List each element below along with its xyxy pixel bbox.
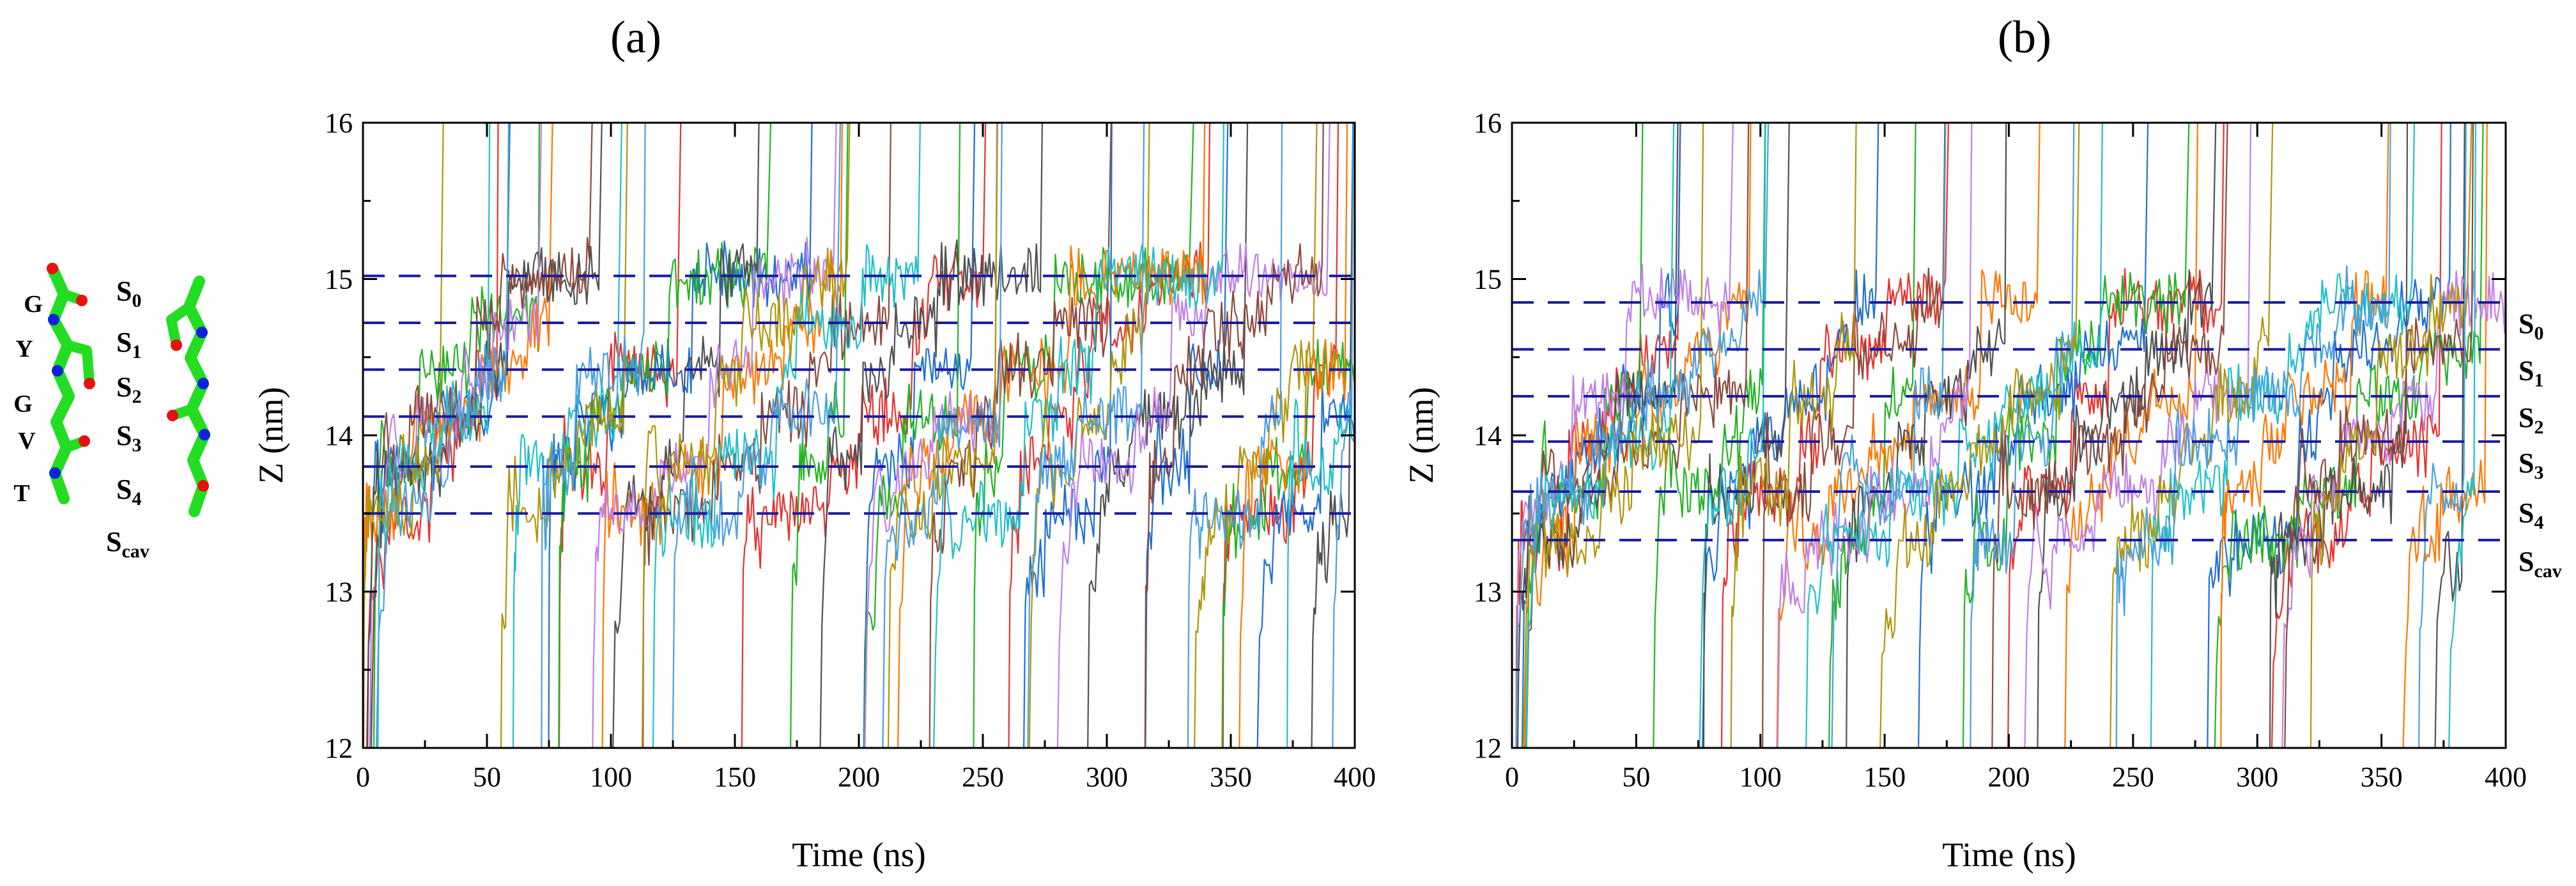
y-axis-label-b: Z (nm) bbox=[1402, 387, 1440, 483]
x-tick-label-a-0: 0 bbox=[356, 761, 370, 793]
trace-line-a-6 bbox=[369, 123, 1330, 748]
panel-b-title: (b) bbox=[1998, 12, 2051, 63]
x-tick-label-a-7: 350 bbox=[1210, 761, 1252, 793]
oxygen-atom bbox=[197, 480, 209, 492]
y-tick-label-a-1: 13 bbox=[325, 577, 353, 608]
panel-a-title: (a) bbox=[610, 12, 661, 63]
y-tick-label-b-3: 15 bbox=[1474, 264, 1502, 295]
oxygen-atom bbox=[167, 410, 178, 421]
nitrogen-atom bbox=[48, 314, 59, 325]
x-tick-label-a-8: 400 bbox=[1334, 761, 1376, 793]
x-tick-label-b-1: 50 bbox=[1622, 761, 1650, 793]
residue-label-2: Y bbox=[15, 336, 33, 362]
trace-line-a-2 bbox=[369, 123, 1355, 748]
trace-line-a-9 bbox=[363, 123, 1318, 748]
y-tick-label-b-4: 16 bbox=[1474, 107, 1502, 139]
filter-strand-right bbox=[166, 276, 210, 517]
site-lines-b bbox=[1512, 301, 2506, 541]
y-axis-label-a: Z (nm) bbox=[252, 387, 290, 483]
x-tick-label-a-6: 300 bbox=[1086, 761, 1128, 793]
y-tick-label-a-3: 15 bbox=[325, 264, 353, 295]
y-tick-label-a-4: 16 bbox=[325, 107, 353, 139]
site-lines-a bbox=[363, 274, 1355, 515]
y-tick-label-b-2: 14 bbox=[1474, 420, 1502, 451]
residue-label-1: G bbox=[24, 291, 43, 318]
nitrogen-atom bbox=[52, 365, 63, 377]
nitrogen-atom bbox=[197, 378, 209, 389]
site-label-b-1: S1 bbox=[2518, 355, 2543, 391]
nitrogen-atom bbox=[199, 429, 210, 440]
residue-label-3: G bbox=[13, 391, 33, 417]
trace-line-a-7 bbox=[370, 123, 1324, 748]
x-tick-label-a-3: 150 bbox=[714, 761, 756, 793]
x-tick-label-b-8: 400 bbox=[2485, 761, 2527, 793]
side-chain-left-2 bbox=[63, 340, 95, 389]
trace-line-b-6 bbox=[1515, 123, 2506, 748]
axes-b: 0 50 100 150 200 250 300 350 400 12 13 14 15 16 bbox=[1474, 107, 2527, 793]
trace-line-a-8 bbox=[377, 123, 1355, 748]
trace-line-b-5 bbox=[1516, 123, 2465, 748]
x-tick-label-b-6: 300 bbox=[2236, 761, 2278, 793]
x-tick-label-a-4: 200 bbox=[838, 761, 880, 793]
trace-line-a-4 bbox=[363, 123, 1348, 748]
axes-a: 0 50 100 150 200 250 300 350 400 12 13 14 15 16 bbox=[325, 107, 1376, 793]
x-tick-label-a-5: 250 bbox=[962, 761, 1004, 793]
x-tick-label-b-5: 250 bbox=[2112, 761, 2154, 793]
nitrogen-atom bbox=[196, 327, 208, 338]
oxygen-atom bbox=[76, 295, 88, 306]
y-tick-label-a-2: 14 bbox=[325, 420, 353, 451]
structure-site-label-s2: S2 bbox=[116, 371, 141, 407]
residue-label-4: V bbox=[18, 428, 36, 455]
site-label-b-2: S2 bbox=[2518, 402, 2543, 438]
x-tick-label-a-1: 50 bbox=[473, 761, 501, 793]
side-chain-right-1 bbox=[166, 302, 194, 350]
oxygen-atom bbox=[171, 339, 182, 351]
trace-line-b-9 bbox=[1522, 123, 2472, 748]
selectivity-filter-structure: G Y G V T S0 S1 S2 S3 S4 Scav bbox=[13, 263, 210, 562]
x-tick-label-b-0: 0 bbox=[1505, 761, 1519, 793]
y-tick-label-a-0: 12 bbox=[325, 733, 353, 764]
x-axis-label-a: Time (ns) bbox=[792, 835, 926, 874]
chart-panel-b: 0 50 100 150 200 250 300 350 400 12 13 14 15 16 Time … bbox=[1402, 107, 2562, 874]
trace-line-a-3 bbox=[373, 123, 1355, 748]
filter-strand-left bbox=[47, 263, 95, 504]
structure-site-label-s3: S3 bbox=[116, 420, 141, 456]
site-label-b-5: Scav bbox=[2518, 546, 2562, 582]
x-tick-label-b-4: 200 bbox=[1988, 761, 2030, 793]
site-label-b-4: S4 bbox=[2518, 497, 2543, 533]
structure-site-label-s0: S0 bbox=[116, 276, 141, 311]
site-labels-b: S0 S1 S2 S3 S4 Scav bbox=[2518, 308, 2562, 582]
x-tick-label-a-2: 100 bbox=[590, 761, 632, 793]
chart-panel-a: 0 50 100 150 200 250 300 350 400 12 13 14 15 16 Time … bbox=[252, 107, 1376, 874]
x-tick-label-b-2: 100 bbox=[1739, 761, 1782, 793]
residue-label-5: T bbox=[13, 480, 29, 507]
site-label-b-0: S0 bbox=[2518, 308, 2543, 344]
trajectory-traces-a bbox=[363, 123, 1355, 748]
structure-site-label-s4: S4 bbox=[116, 474, 141, 509]
oxygen-atom bbox=[79, 435, 90, 447]
structure-site-label-scav: Scav bbox=[106, 526, 150, 562]
trace-line-a-5 bbox=[366, 123, 1354, 748]
oxygen-atom bbox=[84, 378, 95, 389]
trajectory-traces-b bbox=[1515, 123, 2506, 748]
oxygen-atom bbox=[47, 263, 58, 274]
x-axis-label-b: Time (ns) bbox=[1942, 835, 2076, 874]
y-tick-label-b-0: 12 bbox=[1474, 733, 1502, 764]
x-tick-label-b-3: 150 bbox=[1863, 761, 1906, 793]
nitrogen-atom bbox=[49, 467, 61, 479]
x-tick-label-b-7: 350 bbox=[2361, 761, 2403, 793]
structure-site-label-s1: S1 bbox=[116, 327, 141, 362]
trace-line-a-10 bbox=[375, 123, 1354, 748]
trace-line-b-10 bbox=[1515, 123, 2467, 748]
site-label-b-3: S3 bbox=[2518, 447, 2543, 483]
y-tick-label-b-1: 13 bbox=[1474, 577, 1502, 608]
